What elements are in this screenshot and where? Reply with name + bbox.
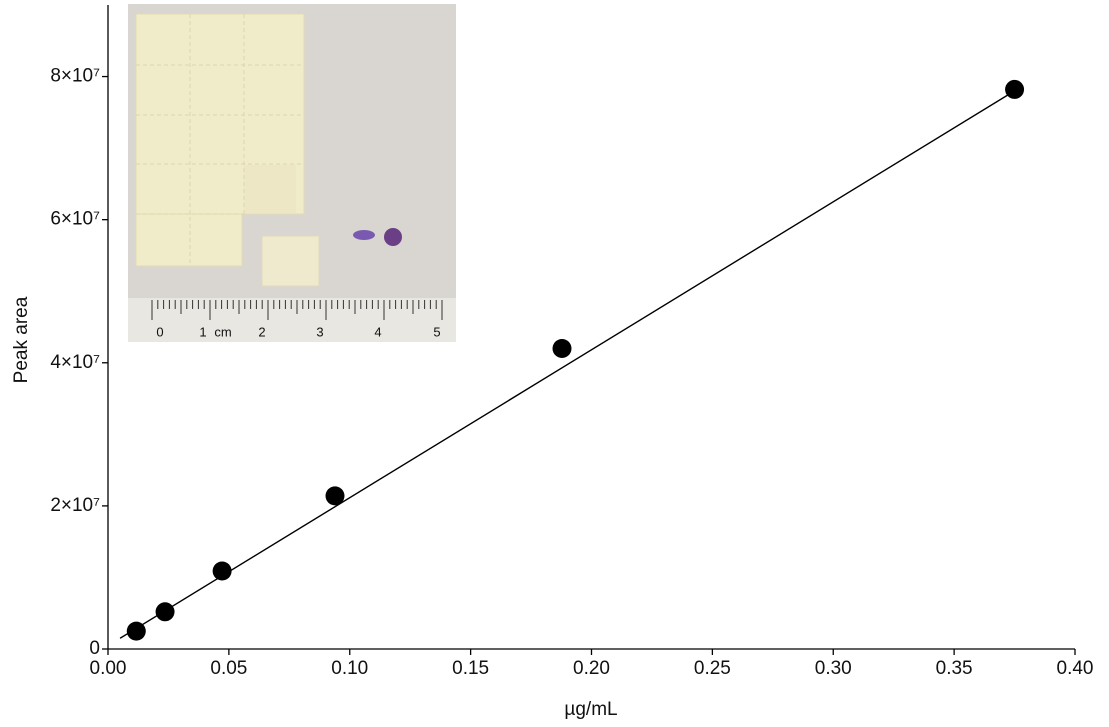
ruler-label: 3 xyxy=(316,324,323,339)
ruler-label: 1 xyxy=(199,324,206,339)
ruler-label: cm xyxy=(214,324,231,339)
x-tick-label: 0.10 xyxy=(331,658,368,679)
data-point xyxy=(1005,79,1025,99)
x-tick-label: 0.35 xyxy=(936,658,973,679)
y-tick-label: 8×10⁷ xyxy=(50,66,100,87)
x-tick-label: 0.00 xyxy=(90,658,127,679)
ruler-label: 2 xyxy=(258,324,265,339)
inset-photo xyxy=(128,4,456,342)
x-tick-label: 0.15 xyxy=(452,658,489,679)
x-tick-label: 0.20 xyxy=(573,658,610,679)
x-axis-label: µg/mL xyxy=(564,699,617,720)
y-tick-label: 0 xyxy=(89,638,100,659)
y-axis-label: Peak area xyxy=(11,296,32,383)
ruler-label: 4 xyxy=(374,324,381,339)
data-point xyxy=(552,338,572,358)
data-point xyxy=(325,486,345,506)
data-point xyxy=(126,621,146,641)
x-tick-label: 0.25 xyxy=(694,658,731,679)
ruler-label: 0 xyxy=(156,324,163,339)
data-point xyxy=(155,602,175,622)
ruler-label: 5 xyxy=(433,324,440,339)
x-tick-label: 0.05 xyxy=(210,658,247,679)
fit-line xyxy=(119,90,1015,639)
y-tick-label: 6×10⁷ xyxy=(50,209,100,230)
y-tick-label: 2×10⁷ xyxy=(50,495,100,516)
y-tick-label: 4×10⁷ xyxy=(50,352,100,373)
x-tick-label: 0.40 xyxy=(1057,658,1094,679)
data-point xyxy=(212,561,232,581)
x-tick-label: 0.30 xyxy=(815,658,852,679)
